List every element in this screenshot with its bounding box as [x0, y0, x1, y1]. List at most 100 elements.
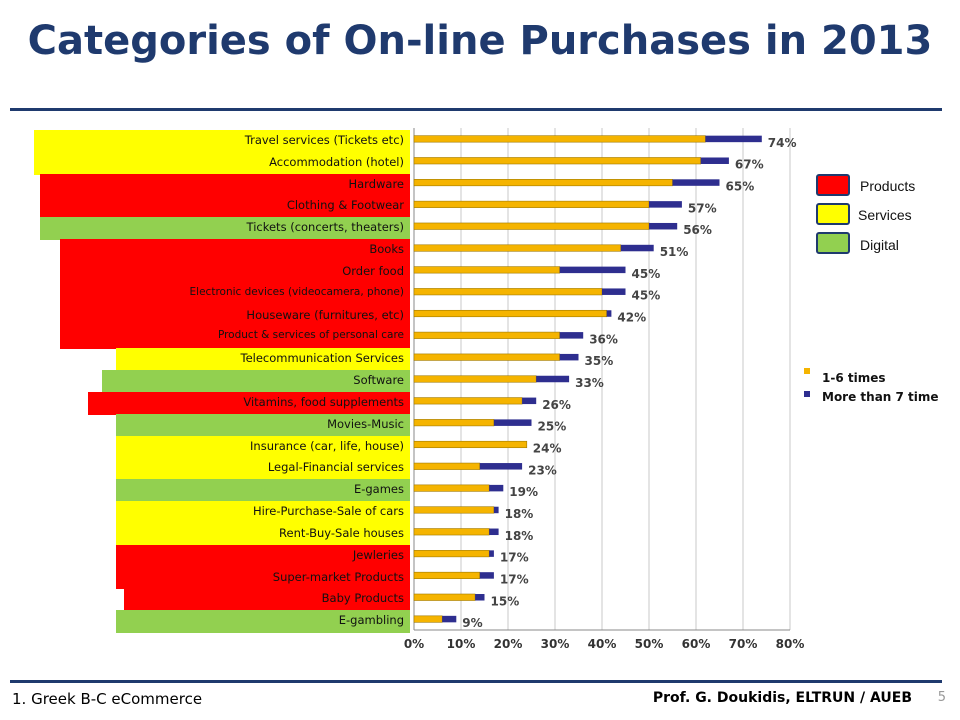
category-highlight-service: [116, 457, 410, 481]
category-highlight-product: [60, 260, 410, 284]
bar-value-label: 65%: [726, 180, 755, 194]
x-tick-label: 60%: [682, 637, 711, 651]
category-highlight-service: [34, 151, 410, 175]
category-highlight-product: [124, 588, 410, 612]
bar-segment-more-than-7: [705, 135, 762, 143]
bar-segment-1-6-times: [413, 440, 528, 449]
page-title: Categories of On-line Purchases in 2013: [27, 18, 933, 64]
bar-value-label: 24%: [533, 441, 562, 455]
title-divider: [10, 108, 942, 111]
bar-segment-more-than-7: [559, 353, 579, 361]
bar-value-label: 45%: [632, 289, 661, 303]
bar-segment-1-6-times: [413, 200, 650, 208]
category-label: Clothing & Footwear: [286, 198, 404, 213]
footer-divider: [10, 680, 942, 683]
bar-segment-more-than-7: [559, 332, 584, 339]
series-legend-swatch-2: [804, 391, 810, 397]
page-number: 5: [937, 690, 946, 705]
bar-segment-1-6-times: [413, 309, 607, 318]
category-label: Travel services (Tickets etc): [244, 133, 404, 147]
bar-segment-1-6-times: [413, 506, 495, 514]
bar-segment-1-6-times: [413, 135, 706, 143]
bar-segment-1-6-times: [413, 288, 603, 296]
category-label: Vitamins, food supplements: [243, 394, 404, 409]
category-label: Super-market Products: [272, 569, 404, 584]
bar-value-label: 33%: [575, 376, 604, 390]
bar-segment-1-6-times: [413, 353, 560, 361]
category-label: Hire-Purchase-Sale of cars: [252, 504, 404, 519]
category-label: Rent-Buy-Sale houses: [279, 525, 404, 540]
bar-segment-more-than-7: [493, 506, 499, 514]
legend-label-services: Services: [858, 207, 912, 223]
category-highlight-product: [60, 326, 410, 350]
bar-segment-more-than-7: [475, 594, 485, 601]
category-label: Accommodation (hotel): [269, 154, 404, 169]
category-highlight-digital: [40, 217, 410, 241]
bar-segment-more-than-7: [559, 266, 626, 274]
bar-segment-1-6-times: [413, 397, 523, 405]
series-legend-label-1: 1-6 times: [822, 371, 886, 385]
bar-segment-1-6-times: [413, 528, 490, 536]
bar-segment-more-than-7: [620, 244, 654, 252]
legend-swatch-digital: [816, 232, 850, 254]
category-highlight-service: [116, 522, 410, 546]
x-tick-label: 70%: [729, 637, 758, 651]
category-highlight-product: [60, 282, 410, 306]
bar-value-label: 17%: [500, 572, 529, 586]
category-highlight-product: [116, 566, 410, 590]
bar-value-label: 67%: [735, 158, 764, 172]
bar-segment-1-6-times: [413, 375, 537, 383]
bar-segment-more-than-7: [649, 201, 682, 208]
category-highlight-service: [116, 435, 410, 459]
bar-value-label: 57%: [688, 201, 717, 215]
bar-segment-more-than-7: [700, 157, 729, 164]
category-highlight-digital: [116, 610, 410, 633]
category-label: Electronic devices (videocamera, phone): [189, 285, 404, 298]
category-highlight-product: [116, 544, 410, 568]
bar-segment-1-6-times: [413, 266, 560, 274]
bar-value-label: 18%: [505, 529, 534, 543]
category-highlight-service: [34, 130, 410, 153]
bar-segment-more-than-7: [606, 310, 612, 317]
bar-segment-more-than-7: [479, 463, 523, 470]
category-highlight-service: [116, 501, 410, 524]
footer-course: 1. Greek B-C eCommerce: [12, 690, 203, 708]
bar-segment-more-than-7: [649, 222, 678, 230]
bar-segment-1-6-times: [413, 550, 490, 558]
series-legend-label-2: More than 7 time: [822, 390, 939, 404]
footer-author: Prof. G. Doukidis, ELTRUN / AUEB: [652, 690, 912, 706]
bar-value-label: 42%: [617, 311, 646, 325]
category-label: E-gambling: [338, 613, 404, 628]
category-highlight-digital: [102, 370, 410, 393]
bar-value-label: 45%: [632, 267, 661, 281]
x-tick-label: 0%: [404, 637, 424, 651]
bar-segment-1-6-times: [413, 222, 650, 230]
bar-segment-1-6-times: [413, 244, 622, 252]
bar-value-label: 74%: [768, 136, 797, 150]
legend-label-digital: Digital: [860, 237, 899, 253]
category-highlight-product: [60, 239, 410, 262]
category-label: Jewleries: [352, 547, 404, 562]
x-tick-label: 80%: [776, 637, 805, 651]
legend-label-products: Products: [860, 178, 916, 194]
bar-value-label: 15%: [491, 594, 520, 608]
category-label: Tickets (concerts, theaters): [246, 220, 404, 235]
bar-segment-1-6-times: [413, 179, 673, 187]
category-label: Product & services of personal care: [217, 329, 404, 342]
bar-segment-more-than-7: [536, 375, 570, 383]
bar-segment-1-6-times: [413, 419, 495, 427]
bar-value-label: 35%: [585, 354, 614, 368]
category-label: Insurance (car, life, house): [250, 438, 404, 453]
bar-segment-more-than-7: [489, 528, 499, 536]
bar-value-label: 19%: [509, 485, 538, 499]
bar-segment-more-than-7: [489, 484, 504, 492]
bar-value-label: 26%: [542, 398, 571, 412]
x-tick-label: 40%: [588, 637, 617, 651]
bar-value-label: 23%: [528, 463, 557, 477]
bar-value-label: 25%: [538, 420, 567, 434]
category-highlight-digital: [116, 479, 410, 503]
category-label: Baby Products: [321, 591, 404, 606]
bar-segment-more-than-7: [522, 397, 537, 405]
category-highlight-product: [40, 173, 410, 197]
